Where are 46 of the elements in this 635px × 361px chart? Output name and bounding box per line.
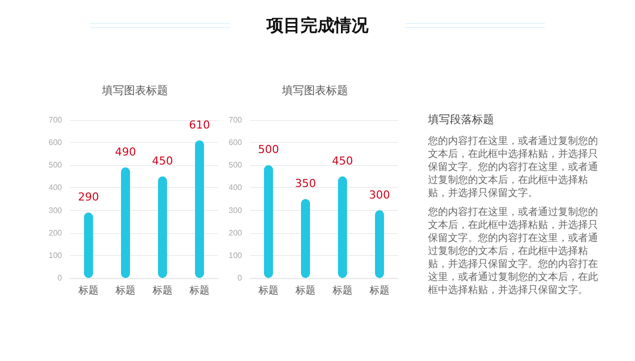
data-label: 610 [189, 118, 210, 132]
y-tick-label: 100 [48, 250, 63, 260]
y-tick-label: 700 [228, 116, 243, 124]
y-tick-label: 200 [48, 228, 63, 238]
bar [375, 210, 384, 278]
x-tick-label: 标题 [114, 284, 136, 296]
y-tick-label: 500 [48, 160, 63, 170]
bar [338, 176, 347, 278]
y-tick-label: 300 [48, 206, 63, 215]
x-tick-label: 标题 [152, 284, 172, 296]
data-label: 350 [295, 177, 316, 190]
y-tick-label: 600 [228, 138, 243, 148]
x-tick-label: 标题 [258, 284, 278, 296]
y-tick-label: 100 [228, 250, 243, 260]
data-label: 300 [369, 188, 390, 202]
bar [301, 199, 310, 278]
bar [195, 140, 204, 278]
x-tick-label: 标题 [294, 284, 316, 296]
y-tick-label: 300 [228, 206, 243, 215]
chart-title: 填写图表标题 [281, 84, 348, 97]
x-tick-label: 标题 [78, 284, 98, 296]
text: 项目完成情况 [265, 15, 370, 37]
y-tick-label: 600 [48, 138, 63, 148]
y-tick-label: 400 [228, 183, 243, 192]
y-tick-label: 700 [48, 116, 63, 124]
x-tick-label: 标题 [368, 284, 390, 296]
data-label: 500 [258, 143, 279, 156]
x-tick-label: 标题 [188, 284, 210, 296]
data-label: 450 [152, 154, 173, 168]
data-label: 450 [332, 154, 353, 168]
chart-title: 填写图表标题 [101, 84, 168, 97]
bar [121, 167, 130, 278]
text: 填写段落标题 [428, 112, 495, 127]
y-tick-label: 0 [238, 274, 243, 282]
bar [264, 165, 273, 278]
text: 您的内容打在这里，或者通过复制您的文本后，在此框中选择粘贴，并选择只保留文字。您的内容打在这里，或者通过复制您的文本后，在此框中选择粘贴，并选择只保留文字。您的内容打在这里，或者通过复制您的文本后，在此框中选择粘贴，并选择只保留文字。 [428, 206, 599, 297]
bar [158, 176, 167, 278]
y-tick-label: 500 [228, 160, 243, 170]
bar [84, 212, 93, 278]
data-label: 290 [78, 190, 99, 204]
y-tick-label: 0 [58, 274, 63, 282]
text: 您的内容打在这里，或者通过复制您的文本后，在此框中选择粘贴，并选择只保留文字。您的内容打在这里，或者通过复制您的文本后，在此框中选择粘贴，并选择只保留文字。 [428, 135, 599, 200]
x-tick-label: 标题 [332, 284, 352, 296]
data-label: 490 [115, 145, 136, 158]
y-tick-label: 200 [228, 228, 243, 238]
y-tick-label: 400 [48, 183, 63, 192]
